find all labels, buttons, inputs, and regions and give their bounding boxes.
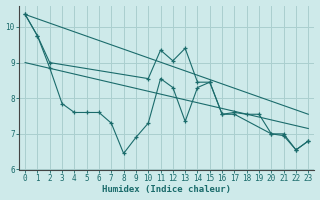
X-axis label: Humidex (Indice chaleur): Humidex (Indice chaleur) <box>102 185 231 194</box>
